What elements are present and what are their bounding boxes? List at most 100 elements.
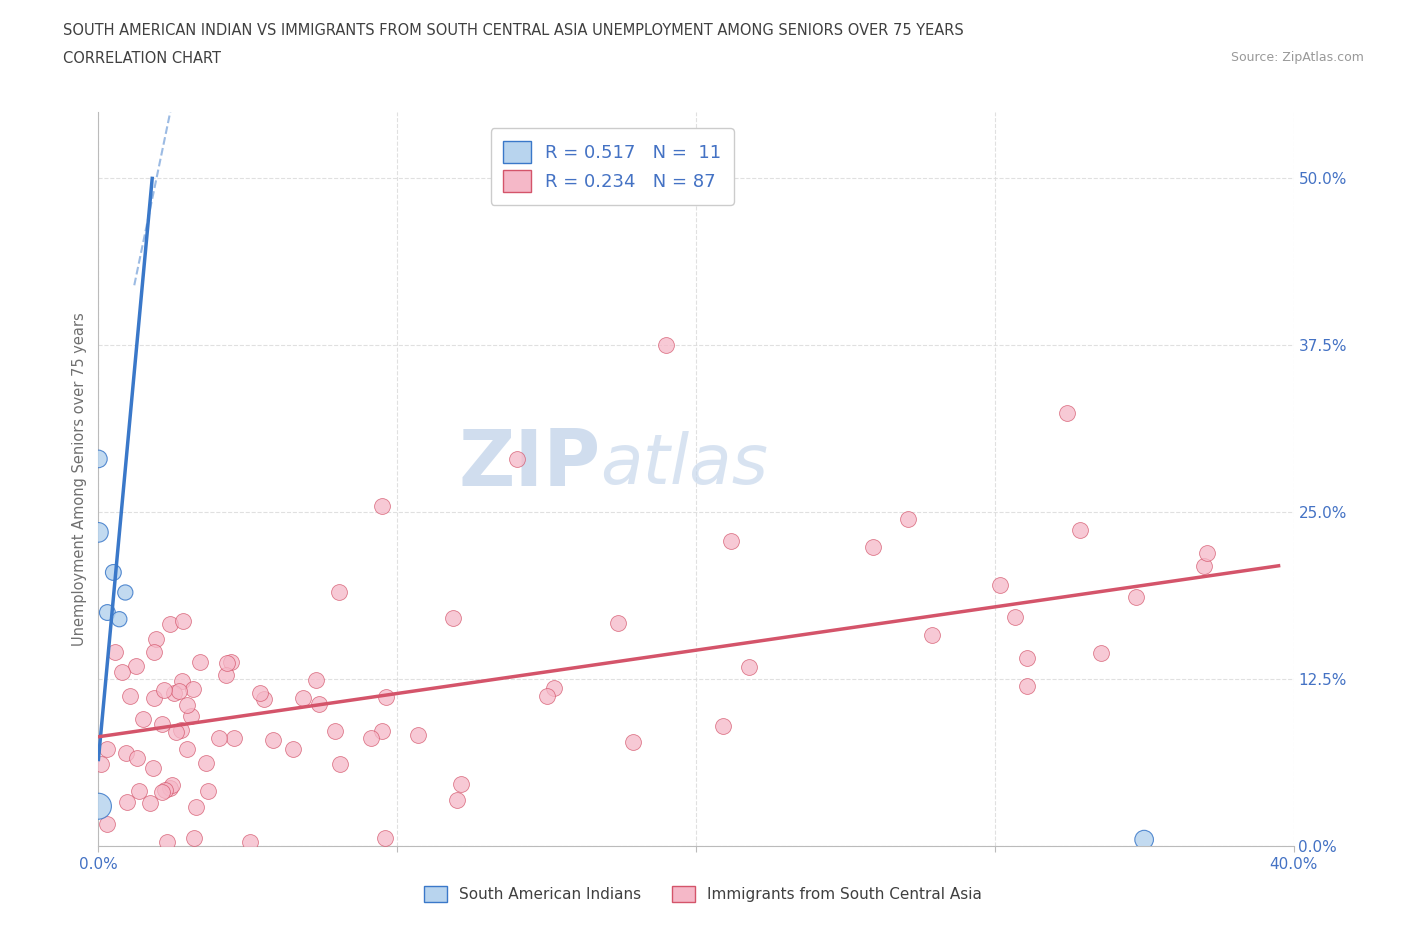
Point [921,628,943,643]
Point [118,688,141,703]
Point [125,658,148,673]
Point [305,673,328,688]
Point [329,756,352,771]
Point [96,742,118,757]
Point [115,794,138,809]
Point [153,683,176,698]
Point [142,691,165,706]
Point [163,685,186,700]
Point [536,688,558,703]
Point [224,730,246,745]
Point [90,756,112,771]
Point [988,578,1011,592]
Text: SOUTH AMERICAN INDIAN VS IMMIGRANTS FROM SOUTH CENTRAL ASIA UNEMPLOYMENT AMONG S: SOUTH AMERICAN INDIAN VS IMMIGRANTS FROM… [63,23,965,38]
Point [371,498,394,513]
Point [374,831,396,846]
Point [239,835,262,850]
Point [128,784,150,799]
Point [328,585,350,600]
Point [621,734,644,749]
Point [195,756,218,771]
Point [96,605,118,620]
Point [208,730,231,745]
Point [1017,679,1039,694]
Point [446,792,468,807]
Point [896,512,918,526]
Point [176,698,198,712]
Point [170,674,193,689]
Point [1133,832,1156,847]
Point [197,784,219,799]
Point [132,711,155,726]
Point [186,799,208,814]
Point [370,724,392,738]
Point [1125,590,1147,604]
Point [87,525,110,539]
Point [1056,405,1078,420]
Point [1192,558,1215,573]
Point [125,751,148,765]
Point [87,451,110,466]
Point [172,614,194,629]
Point [506,451,529,466]
Point [219,654,242,669]
Point [1195,546,1218,561]
Point [738,659,761,674]
Point [1015,651,1038,666]
Point [160,777,183,792]
Point [215,668,238,683]
Point [360,730,382,745]
Point [87,799,110,814]
Point [167,684,190,698]
Point [1069,523,1091,538]
Legend: South American Indians, Immigrants from South Central Asia: South American Indians, Immigrants from … [418,880,988,909]
Point [111,664,134,679]
Text: CORRELATION CHART: CORRELATION CHART [63,51,221,66]
Point [291,690,314,705]
Point [103,565,125,580]
Point [606,616,628,631]
Point [153,782,176,797]
Point [249,685,271,700]
Legend: R = 0.517   N =  11, R = 0.234   N = 87: R = 0.517 N = 11, R = 0.234 N = 87 [491,128,734,205]
Point [543,681,565,696]
Point [142,761,165,776]
Y-axis label: Unemployment Among Seniors over 75 years: Unemployment Among Seniors over 75 years [72,312,87,645]
Text: Source: ZipAtlas.com: Source: ZipAtlas.com [1230,51,1364,64]
Point [180,708,202,723]
Point [374,689,396,704]
Text: atlas: atlas [600,431,768,498]
Point [253,691,276,706]
Point [145,631,167,646]
Point [152,785,174,800]
Point [156,834,179,849]
Point [108,612,131,627]
Point [711,718,734,733]
Point [114,585,136,600]
Point [170,723,193,737]
Point [139,796,162,811]
Point [165,724,187,739]
Point [720,534,742,549]
Point [104,644,127,659]
Point [176,741,198,756]
Point [450,777,472,791]
Point [143,644,166,659]
Point [215,656,238,671]
Point [262,733,284,748]
Point [183,682,205,697]
Point [159,780,181,795]
Point [159,617,181,631]
Point [281,741,304,756]
Point [183,830,205,845]
Point [862,539,884,554]
Point [114,745,136,760]
Point [655,338,678,352]
Point [325,724,347,738]
Point [1090,645,1112,660]
Point [308,697,330,711]
Point [1004,610,1026,625]
Point [441,611,464,626]
Point [96,817,118,831]
Point [188,655,211,670]
